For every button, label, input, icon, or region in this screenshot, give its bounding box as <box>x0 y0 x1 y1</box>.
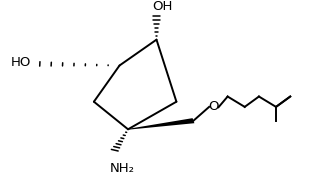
Text: NH₂: NH₂ <box>110 162 135 175</box>
Text: O: O <box>208 100 219 113</box>
Text: HO: HO <box>11 56 31 69</box>
Polygon shape <box>128 118 194 130</box>
Text: OH: OH <box>152 0 172 13</box>
